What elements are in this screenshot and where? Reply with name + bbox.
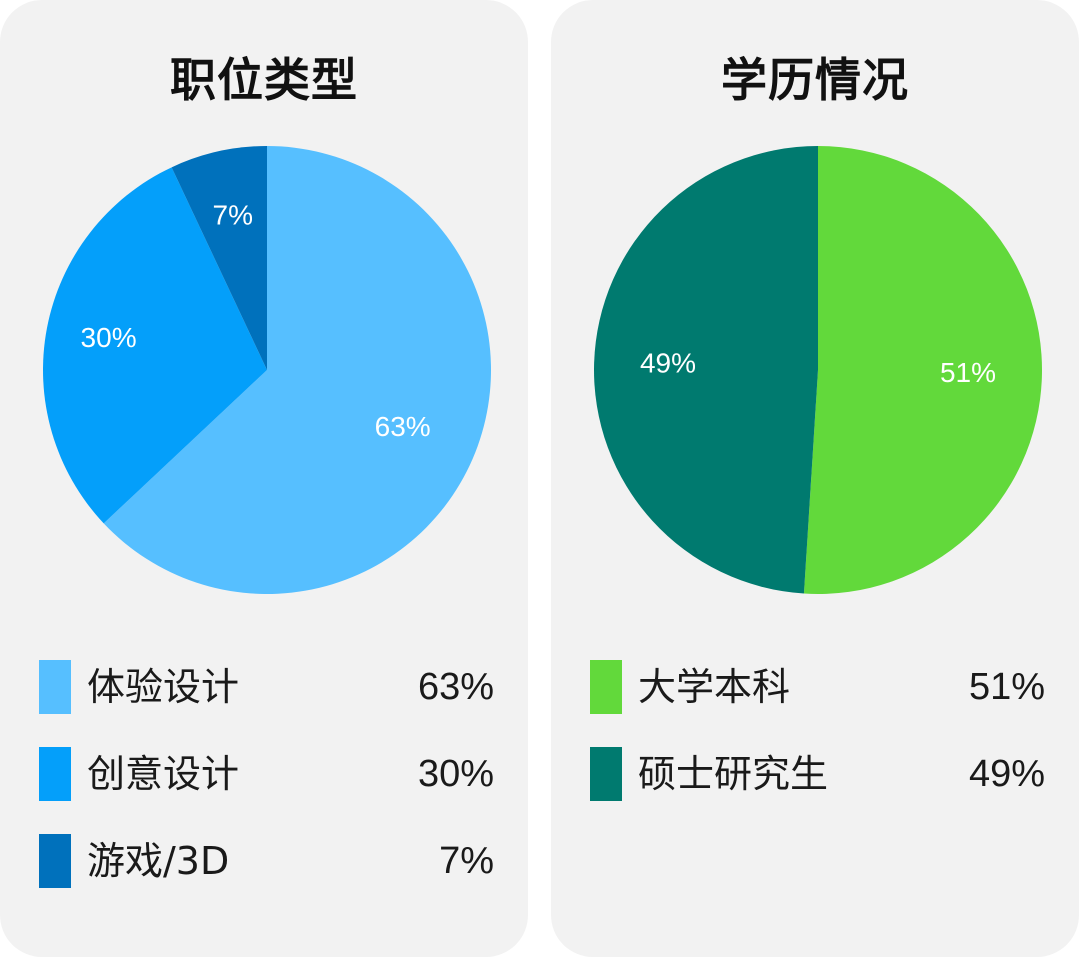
job-type-legend: 体验设计 63% 创意设计 30% 游戏/3D 7%	[39, 660, 494, 920]
legend-value: 49%	[968, 753, 1045, 795]
pie-slice	[594, 146, 818, 594]
legend-item: 体验设计 63%	[39, 660, 494, 714]
legend-value: 30%	[417, 753, 494, 795]
education-card: 学历情况 51% 49% 大学本科 51% 硕士研究生 49%	[551, 0, 1079, 957]
legend-item: 硕士研究生 49%	[590, 747, 1045, 801]
legend-label: 硕士研究生	[638, 752, 829, 796]
legend-swatch	[39, 834, 71, 888]
legend-item: 大学本科 51%	[590, 660, 1045, 714]
chart-title: 学历情况	[721, 53, 909, 107]
legend-item: 创意设计 30%	[39, 747, 494, 801]
pie-slice	[103, 146, 491, 594]
slice-value-label: 63%	[375, 411, 431, 442]
pie-slice	[42, 167, 267, 524]
legend-swatch	[590, 660, 622, 714]
education-legend: 大学本科 51% 硕士研究生 49%	[590, 660, 1045, 920]
legend-label: 游戏/3D	[87, 839, 230, 883]
slice-value-label: 51%	[940, 357, 996, 388]
job-type-pie-chart: 63% 30% 7%	[42, 146, 491, 594]
pie-slice	[171, 146, 267, 370]
pie-slice	[803, 146, 1043, 594]
legend-value: 63%	[417, 666, 494, 708]
legend-label: 大学本科	[638, 665, 791, 709]
slice-value-label: 7%	[213, 199, 253, 230]
slice-value-label: 30%	[81, 322, 137, 353]
legend-swatch	[590, 747, 622, 801]
job-type-card: 职位类型 63% 30% 7% 体验设计 63% 创意设计 30% 游戏/3D 7%	[0, 0, 528, 957]
slice-value-label: 49%	[640, 348, 696, 379]
legend-item: 游戏/3D 7%	[39, 834, 494, 888]
legend-value: 7%	[439, 840, 494, 882]
education-pie-chart: 51% 49%	[594, 146, 1043, 594]
legend-swatch	[39, 660, 71, 714]
legend-swatch	[39, 747, 71, 801]
chart-title: 职位类型	[170, 53, 358, 107]
legend-value: 51%	[968, 666, 1045, 708]
legend-label: 创意设计	[87, 752, 240, 796]
legend-label: 体验设计	[87, 665, 240, 709]
